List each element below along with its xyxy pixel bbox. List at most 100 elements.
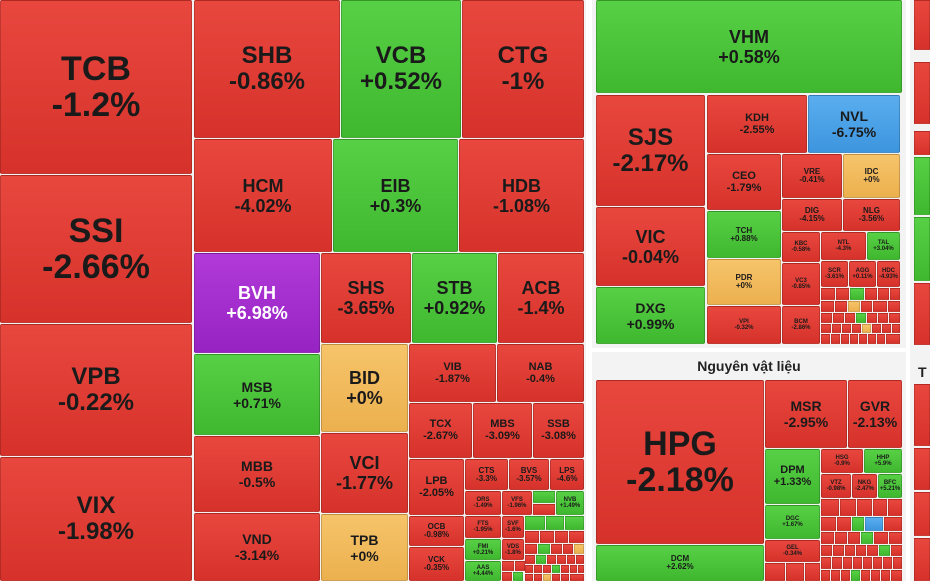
mini-tile[interactable]: [533, 504, 555, 515]
mini-tile[interactable]: [831, 570, 840, 581]
mini-tile[interactable]: [552, 565, 560, 573]
tile-hdc[interactable]: HDC -4.93%: [877, 261, 900, 287]
mini-tile[interactable]: [856, 545, 866, 556]
mini-tile[interactable]: [821, 334, 830, 344]
tile-vds[interactable]: VDS -1.8%: [502, 539, 524, 560]
mini-tile[interactable]: [861, 532, 873, 544]
tile-lpb[interactable]: LPB -2.05%: [409, 459, 464, 515]
mini-tile[interactable]: [578, 565, 584, 573]
mini-tile[interactable]: [525, 555, 535, 564]
tile-vpb[interactable]: VPB -0.22%: [0, 324, 192, 456]
mini-tile[interactable]: [561, 565, 569, 573]
mini-tile[interactable]: [561, 574, 569, 581]
tile-ntl[interactable]: NTL -4.3%: [821, 232, 866, 260]
tile-eib[interactable]: EIB +0.3%: [333, 139, 458, 252]
tile-shs[interactable]: SHS -3.65%: [321, 253, 411, 343]
mini-tile[interactable]: [863, 557, 872, 569]
tile-tch[interactable]: TCH +0.88%: [707, 211, 781, 258]
tile-msr[interactable]: MSR -2.95%: [765, 380, 847, 448]
mini-tile[interactable]: [833, 313, 844, 323]
mini-tile[interactable]: [821, 532, 834, 544]
mini-tile[interactable]: [525, 516, 545, 530]
tile-ssi[interactable]: SSI -2.66%: [0, 175, 192, 323]
tile-gvr[interactable]: GVR -2.13%: [848, 380, 902, 448]
mini-tile[interactable]: [888, 499, 902, 516]
mini-tile[interactable]: [543, 574, 551, 581]
mini-tile[interactable]: [546, 516, 564, 530]
mini-tile[interactable]: [859, 334, 867, 344]
mini-tile[interactable]: [891, 570, 902, 581]
tile-tal[interactable]: TAL +3.04%: [867, 232, 900, 260]
tile-pdr[interactable]: PDR +0%: [707, 259, 781, 305]
mini-tile[interactable]: [856, 313, 866, 323]
tile-dgc[interactable]: DGC +1.67%: [765, 505, 820, 539]
mini-tile[interactable]: [534, 574, 542, 581]
mini-tile[interactable]: [821, 324, 831, 333]
mini-tile[interactable]: [536, 555, 546, 564]
tile-vnd[interactable]: VND -3.14%: [194, 513, 320, 581]
tile-nvb[interactable]: NVB +1.49%: [556, 491, 584, 515]
tile-fmi[interactable]: FMI +0.21%: [465, 539, 501, 560]
mini-tile[interactable]: [831, 334, 840, 344]
tile-vfs[interactable]: VFS -1.96%: [502, 491, 532, 515]
tile-vcb[interactable]: VCB +0.52%: [341, 0, 461, 138]
tile-cts[interactable]: CTS -3.3%: [465, 459, 508, 490]
tile-hdb[interactable]: HDB -1.08%: [459, 139, 584, 252]
mini-tile[interactable]: [873, 301, 887, 312]
tile-ocb[interactable]: OCB -0.98%: [409, 516, 464, 546]
mini-tile[interactable]: [889, 532, 902, 544]
mini-tile[interactable]: [861, 570, 870, 581]
mini-tile[interactable]: [848, 532, 860, 544]
tile-vtz[interactable]: VTZ -0.98%: [821, 474, 851, 498]
partial-tile[interactable]: [914, 448, 930, 490]
mini-tile[interactable]: [821, 557, 831, 569]
mini-tile[interactable]: [569, 531, 584, 543]
mini-tile[interactable]: [868, 334, 876, 344]
mini-tile[interactable]: [893, 557, 902, 569]
partial-tile[interactable]: [914, 217, 930, 281]
mini-tile[interactable]: [555, 531, 568, 543]
mini-tile[interactable]: [841, 334, 849, 344]
partial-tile[interactable]: [914, 384, 930, 446]
tile-ors[interactable]: ORS -1.49%: [465, 491, 501, 515]
mini-tile[interactable]: [563, 544, 573, 554]
mini-tile[interactable]: [565, 516, 584, 530]
mini-tile[interactable]: [832, 557, 842, 569]
tile-msb[interactable]: MSB +0.71%: [194, 354, 320, 435]
tile-lps[interactable]: LPS -4.6%: [550, 459, 584, 490]
mini-tile[interactable]: [525, 565, 533, 573]
tile-mbb[interactable]: MBB -0.5%: [194, 436, 320, 512]
tile-bfc[interactable]: BFC +5.21%: [878, 474, 902, 498]
tile-bvs[interactable]: BVS -3.57%: [509, 459, 549, 490]
mini-tile[interactable]: [502, 572, 512, 581]
mini-tile[interactable]: [786, 563, 804, 581]
tile-tcx[interactable]: TCX -2.67%: [409, 403, 472, 458]
mini-tile[interactable]: [821, 499, 839, 516]
tile-hcm[interactable]: HCM -4.02%: [194, 139, 332, 252]
tile-vix[interactable]: VIX -1.98%: [0, 457, 192, 581]
mini-tile[interactable]: [833, 545, 844, 556]
tile-aas[interactable]: AAS +4.44%: [465, 561, 501, 581]
tile-bcm[interactable]: BCM -2.86%: [782, 306, 820, 344]
tile-tpb[interactable]: TPB +0%: [321, 514, 408, 581]
tile-ssb[interactable]: SSB -3.08%: [533, 403, 584, 458]
mini-tile[interactable]: [851, 570, 860, 581]
tile-svf[interactable]: SVF -1.6%: [502, 516, 524, 538]
mini-tile[interactable]: [832, 324, 841, 333]
mini-tile[interactable]: [821, 517, 836, 531]
mini-tile[interactable]: [576, 555, 584, 564]
mini-tile[interactable]: [557, 555, 566, 564]
mini-tile[interactable]: [821, 301, 834, 312]
mini-tile[interactable]: [867, 545, 878, 556]
mini-tile[interactable]: [836, 288, 849, 300]
mini-tile[interactable]: [889, 313, 900, 323]
mini-tile[interactable]: [890, 288, 900, 300]
tile-idc[interactable]: IDC +0%: [843, 154, 900, 198]
partial-tile[interactable]: [914, 131, 930, 155]
tile-hhp[interactable]: HHP +5.9%: [864, 449, 902, 473]
mini-tile[interactable]: [867, 313, 877, 323]
tile-nvl[interactable]: NVL -6.75%: [808, 95, 900, 153]
tile-dcm[interactable]: DCM +2.62%: [596, 545, 764, 581]
mini-tile[interactable]: [543, 565, 551, 573]
mini-tile[interactable]: [881, 570, 890, 581]
